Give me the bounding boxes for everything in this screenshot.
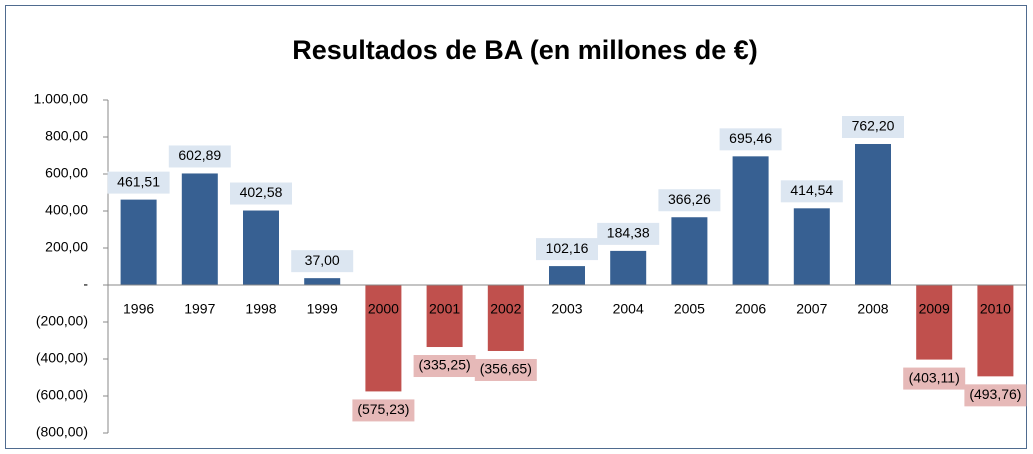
- value-label-bg: [842, 115, 904, 138]
- bar: [549, 266, 585, 285]
- x-tick-label: 2005: [674, 301, 705, 317]
- x-tick-label: 2002: [490, 301, 521, 317]
- x-tick-label: 2001: [429, 301, 460, 317]
- y-tick-label: -: [83, 276, 88, 292]
- value-label: 37,00: [305, 252, 340, 268]
- value-label-bg: [658, 189, 721, 212]
- value-label-bg: [413, 355, 476, 378]
- value-label-bg: [168, 145, 231, 168]
- y-tick-label: (600,00): [36, 387, 88, 403]
- value-label-bg: [107, 171, 170, 194]
- y-tick-label: (400,00): [36, 350, 88, 366]
- x-tick-label: 1996: [123, 301, 154, 317]
- value-label-bg: [964, 384, 1027, 407]
- bar: [732, 156, 769, 285]
- bar: [916, 285, 953, 360]
- bar: [243, 210, 279, 285]
- x-tick-label: 2000: [368, 301, 399, 317]
- value-label-bg: [903, 367, 966, 390]
- value-label-bg: [230, 182, 292, 205]
- bar: [977, 285, 1014, 377]
- x-tick-label: 2008: [857, 301, 888, 317]
- value-label: 102,16: [546, 240, 589, 256]
- x-tick-label: 1999: [307, 301, 338, 317]
- bar: [365, 285, 402, 392]
- bar: [793, 208, 830, 285]
- bar: [304, 278, 341, 285]
- x-tick-label: 2010: [980, 301, 1011, 317]
- x-tick-label: 2009: [919, 301, 950, 317]
- value-label-bg: [597, 222, 660, 245]
- value-label: (335,25): [419, 357, 471, 373]
- bar: [855, 143, 891, 285]
- y-tick-label: 600,00: [45, 165, 88, 181]
- value-label-bg: [780, 180, 843, 203]
- value-label-bg: [352, 399, 415, 422]
- x-tick-label: 2007: [796, 301, 827, 317]
- x-tick-label: 2003: [551, 301, 582, 317]
- value-label-bg: [719, 128, 782, 151]
- value-label: 762,20: [852, 118, 895, 134]
- value-label: (403,11): [909, 369, 960, 385]
- chart-title: Resultados de BA (en millones de €): [292, 35, 758, 65]
- y-tick-label: (800,00): [36, 424, 88, 440]
- value-label: 602,89: [178, 147, 221, 163]
- value-label: (356,65): [480, 361, 532, 377]
- bar: [120, 199, 157, 285]
- value-label: 414,54: [790, 182, 833, 198]
- x-tick-label: 2004: [613, 301, 644, 317]
- y-tick-label: 1.000,00: [34, 91, 89, 107]
- x-tick-label: 1997: [184, 301, 215, 317]
- x-tick-label: 2006: [735, 301, 766, 317]
- bar: [671, 217, 708, 285]
- value-label: 695,46: [729, 130, 772, 146]
- bar: [610, 250, 647, 285]
- bar: [487, 285, 524, 351]
- value-label: 402,58: [240, 184, 283, 200]
- value-label: (575,23): [357, 401, 409, 417]
- y-tick-label: 200,00: [45, 239, 88, 255]
- bar: [426, 285, 463, 348]
- bar: [181, 173, 218, 285]
- y-tick-label: 400,00: [45, 202, 88, 218]
- x-tick-label: 1998: [245, 301, 276, 317]
- value-label: 366,26: [668, 191, 711, 207]
- value-label-bg: [474, 358, 537, 381]
- value-label-bg: [536, 238, 598, 261]
- y-tick-label: 800,00: [45, 128, 88, 144]
- value-label: 461,51: [117, 173, 160, 189]
- value-label-bg: [291, 250, 354, 273]
- value-label: 184,38: [607, 225, 650, 241]
- value-label: (493,76): [969, 386, 1021, 402]
- y-tick-label: (200,00): [36, 313, 88, 329]
